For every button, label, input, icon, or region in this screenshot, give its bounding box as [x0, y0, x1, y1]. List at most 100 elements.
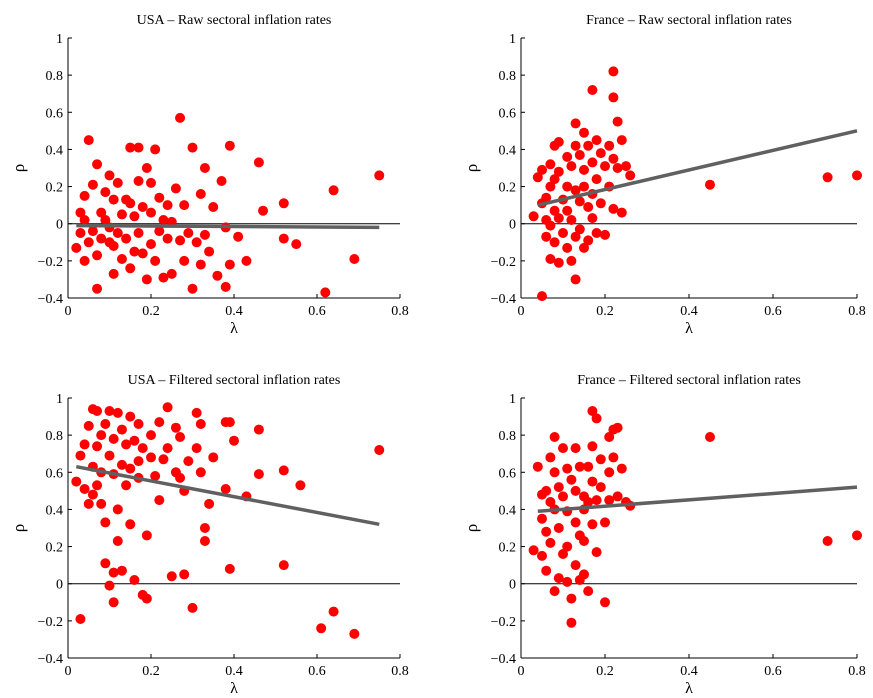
- data-point: [125, 263, 136, 274]
- data-point: [278, 465, 289, 476]
- data-point: [79, 215, 90, 225]
- data-point: [537, 550, 547, 561]
- data-point: [608, 92, 619, 103]
- data-point: [553, 482, 564, 493]
- data-point: [570, 443, 581, 454]
- data-point: [608, 66, 619, 77]
- data-point: [162, 443, 173, 454]
- data-point: [108, 268, 119, 279]
- data-point: [566, 161, 577, 172]
- data-point: [175, 472, 186, 483]
- data-point: [549, 205, 560, 216]
- data-point: [562, 242, 573, 253]
- x-tick-label: 0.4: [680, 304, 698, 319]
- data-point: [187, 142, 198, 153]
- x-tick-label: 0: [518, 664, 525, 679]
- data-point: [133, 456, 144, 467]
- data-point: [579, 536, 589, 546]
- data-point: [587, 406, 598, 416]
- data-point: [129, 575, 140, 585]
- data-point: [96, 233, 107, 244]
- data-point: [621, 161, 631, 172]
- data-point: [822, 172, 833, 183]
- data-point: [541, 565, 552, 576]
- data-point: [220, 484, 231, 494]
- data-point: [558, 491, 568, 502]
- data-point: [133, 228, 144, 238]
- y-tick-label: 0.2: [46, 181, 64, 196]
- y-tick-label: 0.8: [499, 429, 517, 444]
- data-point: [146, 239, 156, 250]
- data-point: [562, 181, 573, 192]
- y-tick-label: −0.2: [491, 615, 516, 630]
- y-tick-label: 1: [56, 32, 63, 47]
- data-point: [600, 517, 610, 528]
- x-tick-label: 0.2: [596, 304, 614, 319]
- x-tick-label: 0.4: [225, 664, 243, 679]
- data-point: [92, 406, 103, 416]
- data-point: [229, 435, 239, 446]
- data-point: [108, 567, 119, 578]
- data-point: [579, 569, 589, 580]
- data-point: [583, 586, 594, 597]
- data-point: [146, 452, 156, 463]
- data-point: [553, 166, 564, 177]
- data-point: [175, 112, 186, 123]
- data-point: [112, 407, 123, 418]
- data-point: [121, 480, 132, 491]
- y-tick-label: −0.4: [38, 292, 63, 307]
- data-point: [100, 215, 111, 225]
- y-axis-label: ρ: [462, 524, 481, 532]
- fit-line: [537, 129, 858, 207]
- data-point: [166, 571, 177, 582]
- data-point: [553, 213, 564, 224]
- data-point: [195, 419, 206, 429]
- data-point: [579, 181, 589, 192]
- data-point: [852, 170, 862, 181]
- data-point: [604, 467, 615, 478]
- data-point: [137, 248, 148, 259]
- chart-panel-2: France – Raw sectoral inflation rates −0.…: [462, 13, 866, 337]
- data-point: [83, 498, 94, 509]
- data-point: [125, 519, 136, 530]
- data-point: [537, 291, 547, 302]
- data-point: [579, 164, 589, 175]
- y-tick-label: 0.8: [46, 69, 64, 84]
- data-point: [566, 255, 577, 266]
- data-point: [179, 569, 190, 580]
- data-point: [224, 563, 235, 574]
- data-point: [112, 504, 123, 515]
- data-point: [545, 181, 556, 192]
- data-point: [208, 452, 219, 463]
- data-point: [170, 183, 181, 194]
- data-point: [541, 231, 552, 242]
- data-point: [195, 189, 206, 199]
- data-point: [625, 170, 636, 181]
- data-point: [253, 469, 264, 480]
- x-tick-label: 0.2: [142, 304, 160, 319]
- data-point: [258, 205, 269, 216]
- x-axis-label: λ: [685, 320, 693, 337]
- data-point: [224, 417, 235, 428]
- chart-title: USA – Filtered sectoral inflation rates: [128, 373, 341, 388]
- data-point: [562, 463, 573, 474]
- data-point: [162, 233, 173, 244]
- data-point: [87, 179, 98, 190]
- data-point: [570, 485, 581, 496]
- data-point: [545, 220, 556, 231]
- data-point: [278, 198, 289, 209]
- chart-title: France – Raw sectoral inflation rates: [586, 13, 792, 28]
- data-point: [595, 454, 606, 465]
- data-point: [125, 463, 136, 474]
- data-point: [608, 153, 619, 164]
- fit-line: [76, 223, 380, 230]
- data-point: [587, 213, 598, 224]
- y-tick-label: 0.4: [46, 143, 64, 158]
- data-point: [608, 203, 619, 214]
- data-point: [154, 495, 165, 506]
- x-axis-label: λ: [685, 680, 693, 697]
- data-point: [104, 580, 115, 591]
- data-point: [591, 413, 602, 424]
- data-point: [175, 235, 186, 246]
- data-point: [100, 517, 111, 528]
